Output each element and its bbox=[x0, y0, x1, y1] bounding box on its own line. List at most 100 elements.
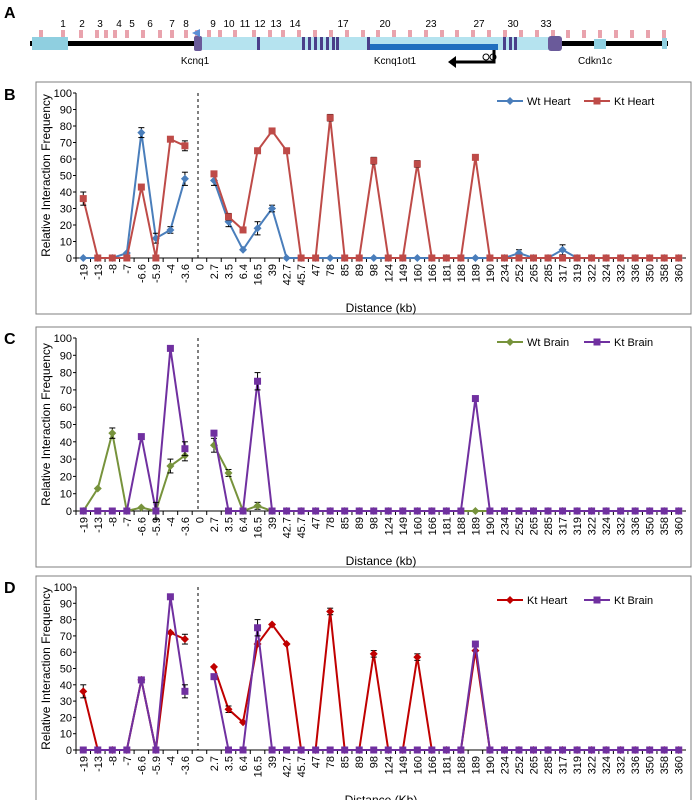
locus-tick bbox=[630, 30, 634, 38]
x-tick-label: 332 bbox=[616, 756, 628, 774]
x-tick-label: -5.9 bbox=[151, 264, 163, 283]
data-point bbox=[166, 628, 175, 637]
data-point bbox=[617, 507, 625, 515]
x-tick-label: 47 bbox=[311, 264, 323, 276]
y-tick-label: 50 bbox=[60, 664, 72, 676]
legend-label: Wt Heart bbox=[527, 96, 570, 108]
locus-tick bbox=[39, 30, 43, 38]
data-point bbox=[413, 507, 421, 515]
data-point bbox=[225, 213, 232, 221]
x-tick-label: 124 bbox=[383, 756, 395, 774]
x-tick-label: 3.5 bbox=[224, 517, 236, 532]
x-tick-label: 181 bbox=[441, 264, 453, 282]
x-tick-label: 322 bbox=[587, 756, 599, 774]
legend-label: Kt Heart bbox=[527, 595, 567, 607]
data-point bbox=[123, 507, 131, 515]
exon-number: 17 bbox=[337, 19, 349, 30]
data-point bbox=[108, 254, 116, 262]
x-tick-label: 317 bbox=[558, 264, 570, 282]
data-point bbox=[530, 507, 537, 515]
x-tick-label: 149 bbox=[398, 756, 410, 774]
y-tick-label: 90 bbox=[60, 598, 72, 610]
x-tick-label: 42.7 bbox=[282, 756, 294, 777]
data-point bbox=[181, 445, 189, 453]
x-tick-label: 181 bbox=[441, 756, 453, 774]
panel-label-c: C bbox=[4, 331, 16, 348]
x-tick-label: 98 bbox=[369, 756, 381, 768]
y-tick-label: 30 bbox=[60, 204, 72, 216]
data-point bbox=[413, 746, 421, 754]
x-tick-label: 332 bbox=[616, 517, 628, 535]
x-tick-label: 252 bbox=[514, 756, 526, 774]
locus-stripe bbox=[509, 37, 512, 50]
locus-tick bbox=[281, 30, 285, 38]
x-tick-label: 189 bbox=[470, 756, 482, 774]
data-point bbox=[588, 746, 596, 754]
data-point bbox=[94, 254, 102, 262]
x-tick-label: -13 bbox=[93, 756, 105, 772]
y-tick-label: 90 bbox=[60, 350, 72, 362]
panel-b: B 0 10 20 30 40 50 60 70 80 90 100 -19 -13 -8 -7 -6.6 -5… bbox=[4, 81, 692, 315]
x-tick-label: 98 bbox=[369, 264, 381, 276]
data-point bbox=[442, 507, 450, 515]
locus-tick bbox=[392, 30, 396, 38]
data-point bbox=[225, 746, 232, 754]
x-tick-label: 319 bbox=[572, 264, 584, 282]
exon-number: 13 bbox=[270, 19, 282, 30]
data-point bbox=[312, 254, 320, 262]
x-tick-label: -13 bbox=[93, 517, 105, 533]
y-tick-label: 80 bbox=[60, 615, 72, 627]
data-point bbox=[224, 705, 233, 714]
x-tick-label: 234 bbox=[499, 517, 511, 535]
locus-tick bbox=[329, 30, 333, 38]
x-tick-label: 3.5 bbox=[224, 756, 236, 771]
x-tick-label: 358 bbox=[659, 517, 671, 535]
y-tick-label: 80 bbox=[60, 368, 72, 380]
x-tick-label: 0 bbox=[194, 517, 206, 523]
y-tick-label: 0 bbox=[66, 745, 72, 757]
locus-tick bbox=[598, 30, 602, 38]
data-point bbox=[254, 624, 262, 632]
locus-tick bbox=[455, 30, 459, 38]
locus-tick bbox=[646, 30, 650, 38]
locus-element bbox=[548, 36, 562, 51]
y-tick-label: 70 bbox=[60, 138, 72, 150]
x-tick-label: 149 bbox=[398, 517, 410, 535]
data-point bbox=[370, 746, 378, 754]
x-tick-label: 332 bbox=[616, 264, 628, 282]
x-tick-label: 16.5 bbox=[253, 517, 265, 538]
exon-number: 1 bbox=[60, 19, 66, 30]
locus-tick bbox=[424, 30, 428, 38]
data-point bbox=[152, 746, 160, 754]
x-tick-label: 6.4 bbox=[238, 517, 250, 532]
locus-tick bbox=[170, 30, 174, 38]
data-point bbox=[593, 596, 601, 604]
x-tick-label: -4 bbox=[165, 756, 177, 766]
x-tick-label: 189 bbox=[470, 264, 482, 282]
x-tick-label: 234 bbox=[499, 264, 511, 282]
y-tick-label: 40 bbox=[60, 187, 72, 199]
x-tick-label: 322 bbox=[587, 517, 599, 535]
x-tick-label: 166 bbox=[427, 756, 439, 774]
data-point bbox=[355, 746, 363, 754]
data-point bbox=[457, 507, 465, 515]
legend-label: Kt Heart bbox=[614, 96, 654, 108]
data-point bbox=[210, 673, 218, 681]
locus-block bbox=[594, 39, 606, 49]
x-tick-label: 47 bbox=[311, 756, 323, 768]
x-tick-label: 160 bbox=[412, 517, 424, 535]
data-point bbox=[297, 254, 305, 262]
x-axis-title: Distance (Kb) bbox=[345, 793, 418, 800]
legend-label: Kt Brain bbox=[614, 595, 653, 607]
data-point bbox=[181, 142, 189, 150]
x-tick-label: 160 bbox=[412, 264, 424, 282]
panel-label-d: D bbox=[4, 580, 16, 597]
locus-tick bbox=[233, 30, 237, 38]
x-tick-label: 85 bbox=[340, 264, 352, 276]
y-tick-label: 30 bbox=[60, 454, 72, 466]
x-tick-label: 324 bbox=[601, 264, 613, 282]
y-axis-title: Relative Interaction Frequency bbox=[39, 94, 53, 257]
data-point bbox=[506, 338, 514, 346]
kcnq1ot1-bar bbox=[370, 44, 498, 50]
y-tick-label: 80 bbox=[60, 121, 72, 133]
